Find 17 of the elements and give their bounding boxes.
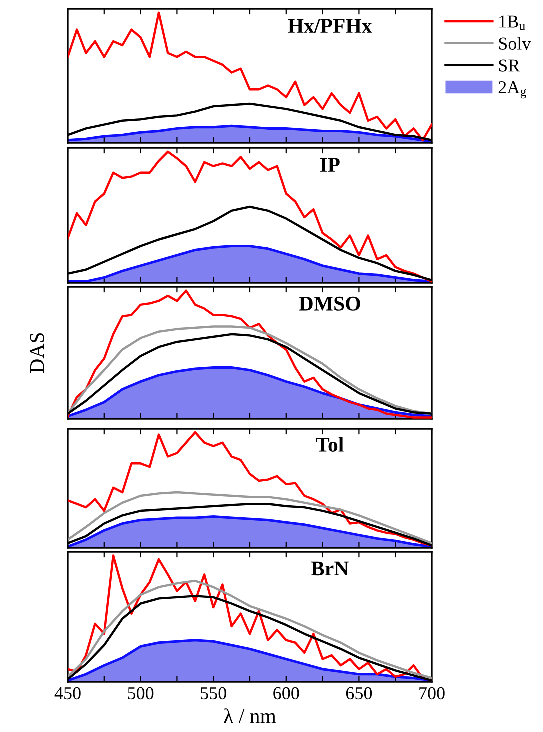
legend-label: 2A$_{g}$ bbox=[498, 81, 526, 99]
y-axis-title: DAS bbox=[30, 333, 44, 374]
chart-title: Tol bbox=[316, 437, 344, 452]
x-tick-label: 550 bbox=[201, 687, 226, 700]
chart-title: BrN bbox=[311, 562, 349, 576]
x-axis-title: λ / nm bbox=[224, 708, 276, 724]
legend-label: 1B$_{u}$ bbox=[500, 16, 526, 30]
legend-label: SR bbox=[499, 60, 520, 72]
chart-title: DMSO bbox=[299, 296, 360, 311]
x-tick-label: 500 bbox=[128, 687, 154, 700]
chart-title: Hx/PFHx bbox=[288, 19, 372, 34]
x-tick-label: 450 bbox=[54, 687, 81, 700]
x-tick-label: 650 bbox=[346, 687, 372, 700]
x-tick-label: 700 bbox=[420, 687, 445, 700]
chart-title: IP bbox=[320, 158, 340, 172]
x-tick-label: 600 bbox=[274, 687, 300, 700]
legend-label: Solv bbox=[499, 37, 532, 50]
